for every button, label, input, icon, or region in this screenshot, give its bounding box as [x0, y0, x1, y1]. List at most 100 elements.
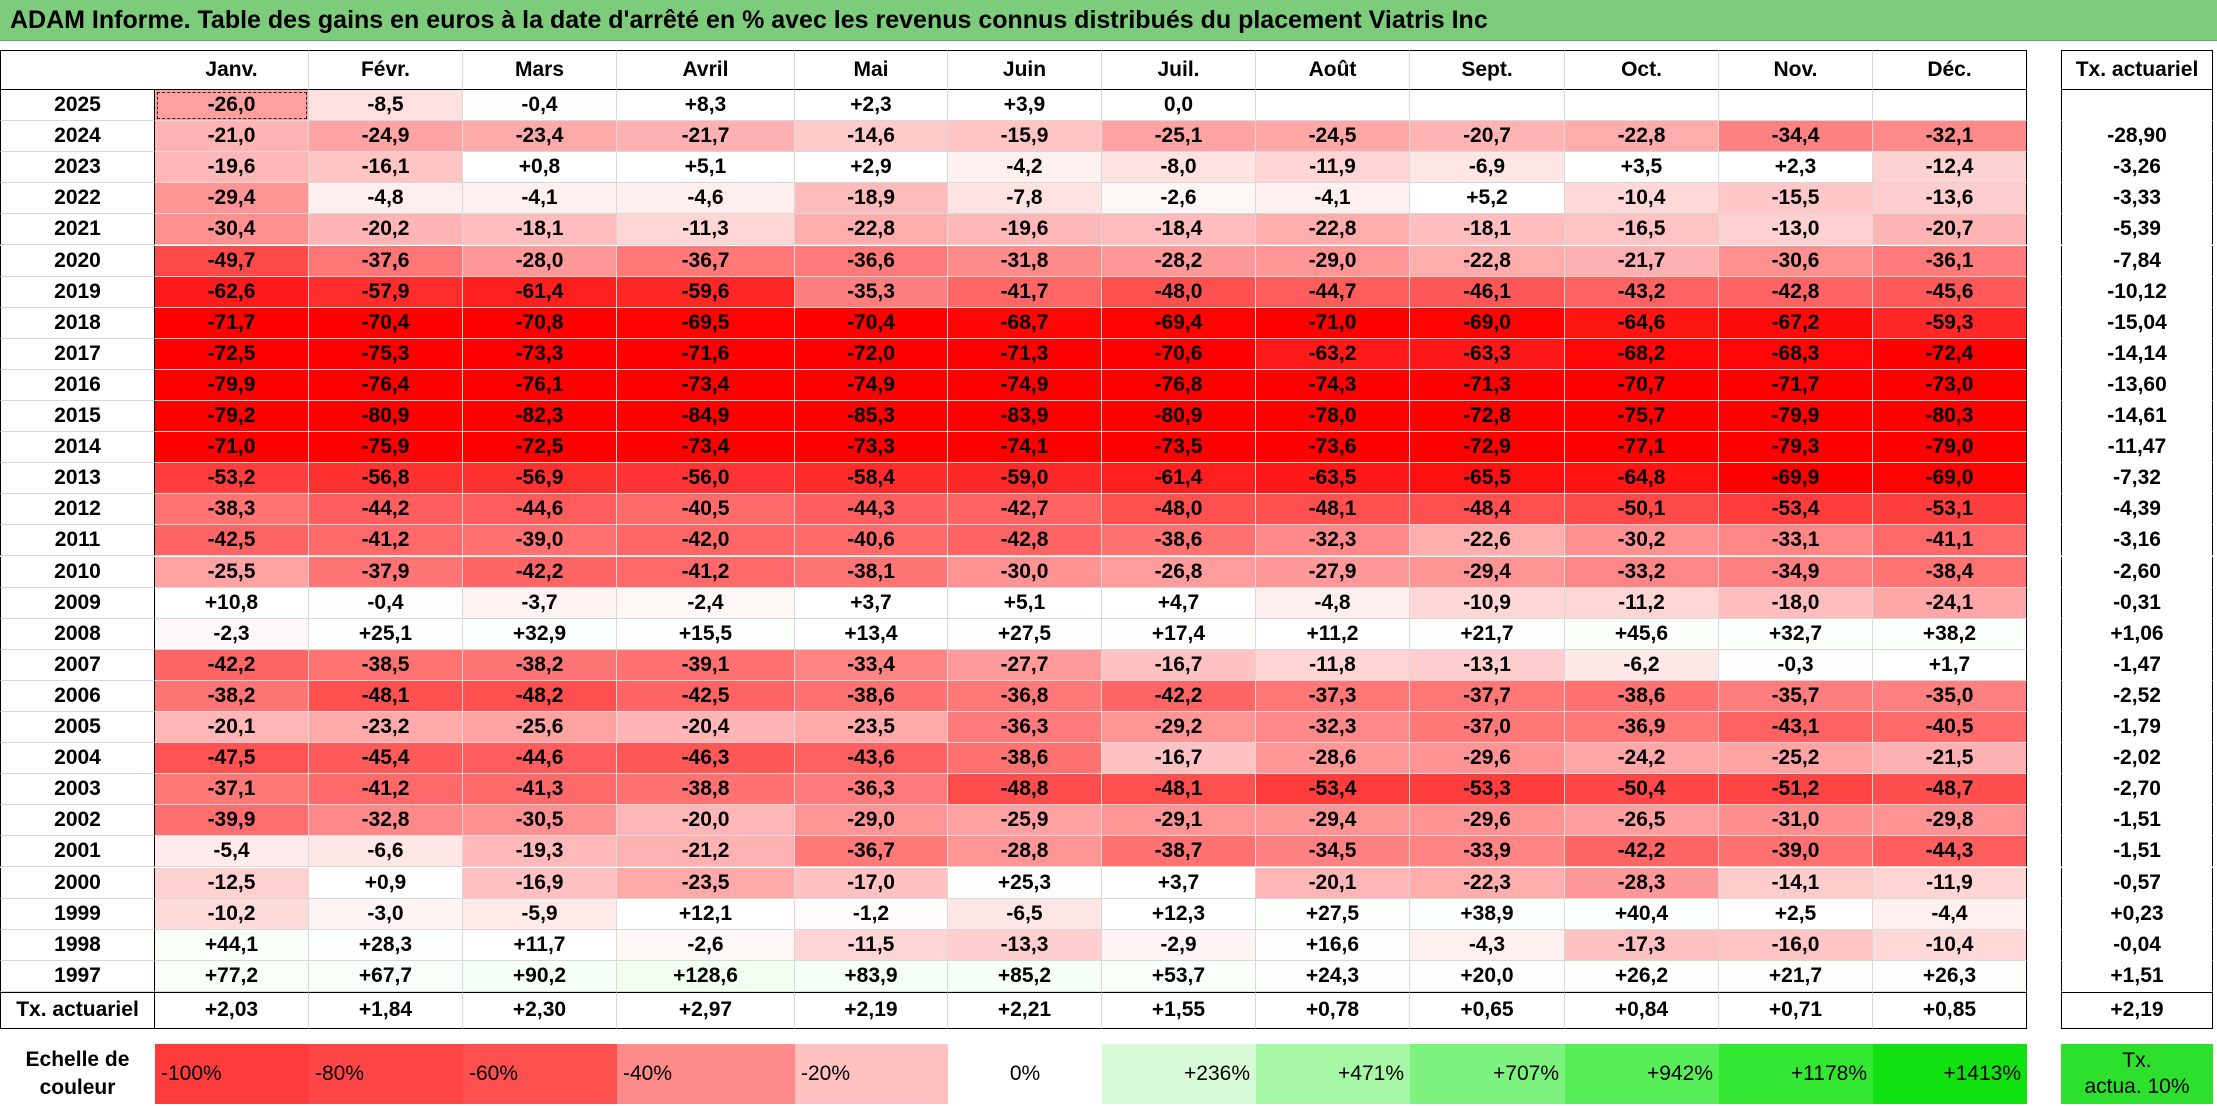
gain-cell: -48,2: [463, 680, 617, 712]
gain-cell: -42,2: [1102, 680, 1256, 712]
year-tx-actuariel: -14,14: [2061, 338, 2213, 370]
gain-cell: -6,6: [309, 836, 463, 868]
gain-cell: -17,3: [1565, 929, 1719, 961]
gain-cell: +128,6: [617, 960, 795, 992]
gain-cell: -28,0: [463, 245, 617, 277]
scale-swatch: +707%: [1410, 1044, 1565, 1104]
gain-cell: -48,1: [1256, 494, 1410, 526]
gain-cell: -38,4: [1873, 556, 2027, 588]
year-label: 2021: [0, 214, 155, 246]
gain-cell: -65,5: [1410, 463, 1565, 495]
gain-cell: -44,3: [795, 494, 948, 526]
month-tx-actuariel: +2,03: [155, 991, 309, 1029]
gain-cell: -20,4: [617, 712, 795, 744]
gain-cell: -42,7: [948, 494, 1102, 526]
gain-cell: +2,5: [1719, 898, 1873, 930]
gain-cell: -51,2: [1719, 774, 1873, 806]
gain-cell: -59,3: [1873, 307, 2027, 339]
year-label: 2022: [0, 183, 155, 215]
year-label: 2003: [0, 774, 155, 806]
month-header: Janv.: [155, 50, 309, 90]
gain-cell: -76,8: [1102, 369, 1256, 401]
gain-cell: -53,4: [1256, 774, 1410, 806]
gain-cell: -53,2: [155, 463, 309, 495]
gain-cell: -37,0: [1410, 712, 1565, 744]
gain-cell: -70,7: [1565, 369, 1719, 401]
gain-cell: -69,4: [1102, 307, 1256, 339]
scale-swatch: -20%: [795, 1044, 948, 1104]
gain-cell: -38,2: [155, 680, 309, 712]
month-tx-actuariel: +2,21: [948, 991, 1102, 1029]
year-tx-actuariel: -14,61: [2061, 401, 2213, 433]
year-tx-actuariel: -0,57: [2061, 867, 2213, 899]
gain-cell: -29,4: [155, 183, 309, 215]
gain-cell: -62,6: [155, 276, 309, 308]
gain-cell: -4,8: [309, 183, 463, 215]
year-tx-actuariel: -15,04: [2061, 307, 2213, 339]
gain-cell: -36,6: [795, 245, 948, 277]
gain-cell: -39,0: [463, 525, 617, 557]
gain-cell: -21,2: [617, 836, 795, 868]
scale-label-line1: Echelle de: [25, 1048, 130, 1071]
gain-cell: -74,3: [1256, 369, 1410, 401]
gain-cell: -71,3: [1410, 369, 1565, 401]
scale-swatch: -80%: [309, 1044, 463, 1104]
gain-cell: -16,5: [1565, 214, 1719, 246]
year-tx-actuariel: -2,60: [2061, 556, 2213, 588]
gain-cell: -36,7: [795, 836, 948, 868]
year-tx-actuariel: -1,51: [2061, 836, 2213, 868]
year-tx-actuariel: [2061, 90, 2213, 122]
gain-cell: -41,3: [463, 774, 617, 806]
gain-cell: -45,6: [1873, 276, 2027, 308]
gain-cell: +21,7: [1410, 618, 1565, 650]
year-label: 2023: [0, 152, 155, 184]
gain-cell: -11,8: [1256, 649, 1410, 681]
gain-cell: -23,4: [463, 121, 617, 153]
gain-cell: -12,4: [1873, 152, 2027, 184]
gain-cell: -42,0: [617, 525, 795, 557]
gain-cell: -38,6: [948, 743, 1102, 775]
gain-cell: -50,1: [1565, 494, 1719, 526]
header-year-blank: [0, 50, 155, 90]
gain-cell: [1256, 90, 1410, 122]
gain-cell: -42,2: [463, 556, 617, 588]
gain-cell: -25,9: [948, 805, 1102, 837]
gain-cell: -31,0: [1719, 805, 1873, 837]
gain-cell: +17,4: [1102, 618, 1256, 650]
year-label: 2004: [0, 743, 155, 775]
gain-cell: -73,4: [617, 432, 795, 464]
gain-cell: +5,2: [1410, 183, 1565, 215]
year-label: 2014: [0, 432, 155, 464]
gain-cell: +2,3: [1719, 152, 1873, 184]
scale-swatch: 0%: [948, 1044, 1102, 1104]
gain-cell: +28,3: [309, 929, 463, 961]
gain-cell: -37,9: [309, 556, 463, 588]
gain-cell: -2,3: [155, 618, 309, 650]
gain-cell: -76,1: [463, 369, 617, 401]
gain-cell: -30,4: [155, 214, 309, 246]
gain-cell: -21,5: [1873, 743, 2027, 775]
gain-cell: -24,1: [1873, 587, 2027, 619]
gain-cell: -67,2: [1719, 307, 1873, 339]
gain-cell: +12,3: [1102, 898, 1256, 930]
gain-cell: -69,9: [1719, 463, 1873, 495]
gain-cell: -40,5: [617, 494, 795, 526]
gain-cell: -16,1: [309, 152, 463, 184]
gain-cell: -29,4: [1256, 805, 1410, 837]
gain-cell: -37,3: [1256, 680, 1410, 712]
month-tx-actuariel: +0,85: [1873, 991, 2027, 1029]
gain-cell: -80,3: [1873, 401, 2027, 433]
gain-cell: -46,1: [1410, 276, 1565, 308]
year-tx-actuariel: -3,33: [2061, 183, 2213, 215]
gain-cell: -16,0: [1719, 929, 1873, 961]
gain-cell: -73,6: [1256, 432, 1410, 464]
gain-cell: -40,6: [795, 525, 948, 557]
gain-cell: -78,0: [1256, 401, 1410, 433]
gain-cell: -39,0: [1719, 836, 1873, 868]
gain-cell: -42,5: [155, 525, 309, 557]
year-tx-actuariel: +1,06: [2061, 618, 2213, 650]
gain-cell: -29,0: [795, 805, 948, 837]
gain-cell: -21,0: [155, 121, 309, 153]
gain-cell: -18,1: [1410, 214, 1565, 246]
gain-cell: -36,3: [948, 712, 1102, 744]
